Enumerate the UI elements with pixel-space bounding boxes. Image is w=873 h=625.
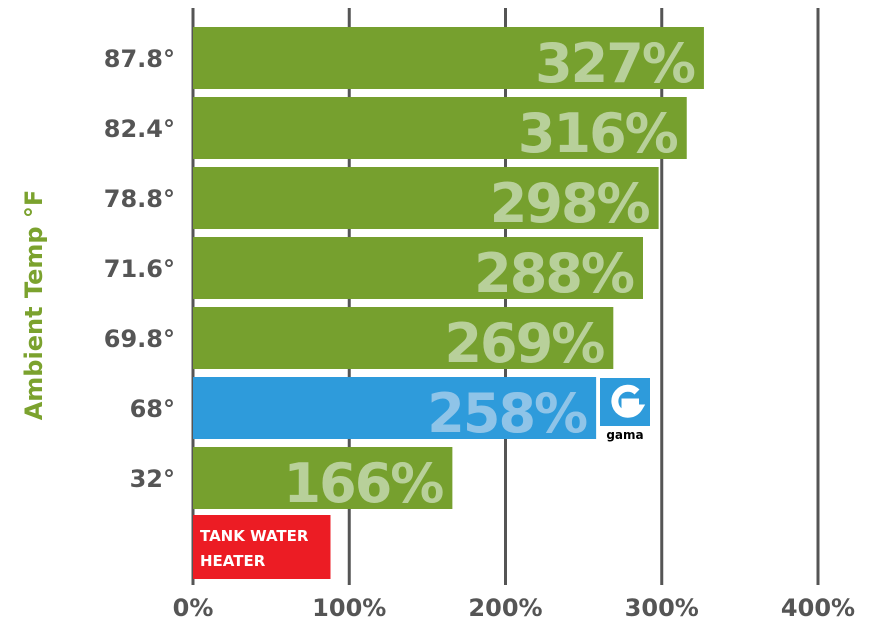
bar-value-label: 258% — [427, 382, 587, 445]
bar-value-label: 298% — [490, 172, 650, 235]
category-label: 71.6° — [104, 255, 175, 283]
category-label: 68° — [130, 395, 175, 423]
bar-value-label: 288% — [474, 242, 634, 305]
bar-5 — [193, 377, 597, 439]
category-label: 32° — [130, 465, 175, 493]
bar-1 — [193, 97, 687, 159]
reference-bar-tank-water-heater — [193, 515, 331, 579]
category-label: 69.8° — [104, 325, 175, 353]
bar-0 — [193, 27, 704, 89]
bar-4 — [193, 307, 614, 369]
category-labels: 87.8° 82.4° 78.8° 71.6° 69.8° 68° 32° — [104, 45, 175, 493]
bar-value-label: 166% — [284, 452, 444, 515]
gama-logo-icon — [611, 384, 646, 418]
bar-value-label: 269% — [444, 312, 604, 375]
gama-logo: gama — [600, 378, 650, 442]
bars — [193, 27, 704, 509]
category-label: 87.8° — [104, 45, 175, 73]
value-labels: 327% 316% 298% 288% 269% 258% 166% — [284, 32, 697, 515]
gama-logo-text: gama — [606, 428, 643, 442]
bar-6 — [193, 447, 453, 509]
reference-bar-label-line2: HEATER — [200, 552, 266, 570]
x-tick-label: 400% — [781, 594, 855, 622]
reference-bar-label-line1: TANK WATER — [200, 527, 309, 545]
bar-2 — [193, 167, 659, 229]
x-tick-label: 300% — [625, 594, 699, 622]
x-tick-labels: 0% 100% 200% 300% 400% — [173, 594, 855, 622]
bar-value-label: 316% — [518, 102, 678, 165]
x-tick-label: 0% — [173, 594, 214, 622]
bar-3 — [193, 237, 643, 299]
bar-value-label: 327% — [535, 32, 695, 95]
y-axis-label: Ambient Temp °F — [20, 190, 48, 421]
category-label: 78.8° — [104, 185, 175, 213]
x-tick-label: 100% — [312, 594, 386, 622]
x-tick-label: 200% — [468, 594, 542, 622]
category-label: 82.4° — [104, 115, 175, 143]
reference-bar-group: TANK WATER HEATER — [193, 515, 331, 579]
